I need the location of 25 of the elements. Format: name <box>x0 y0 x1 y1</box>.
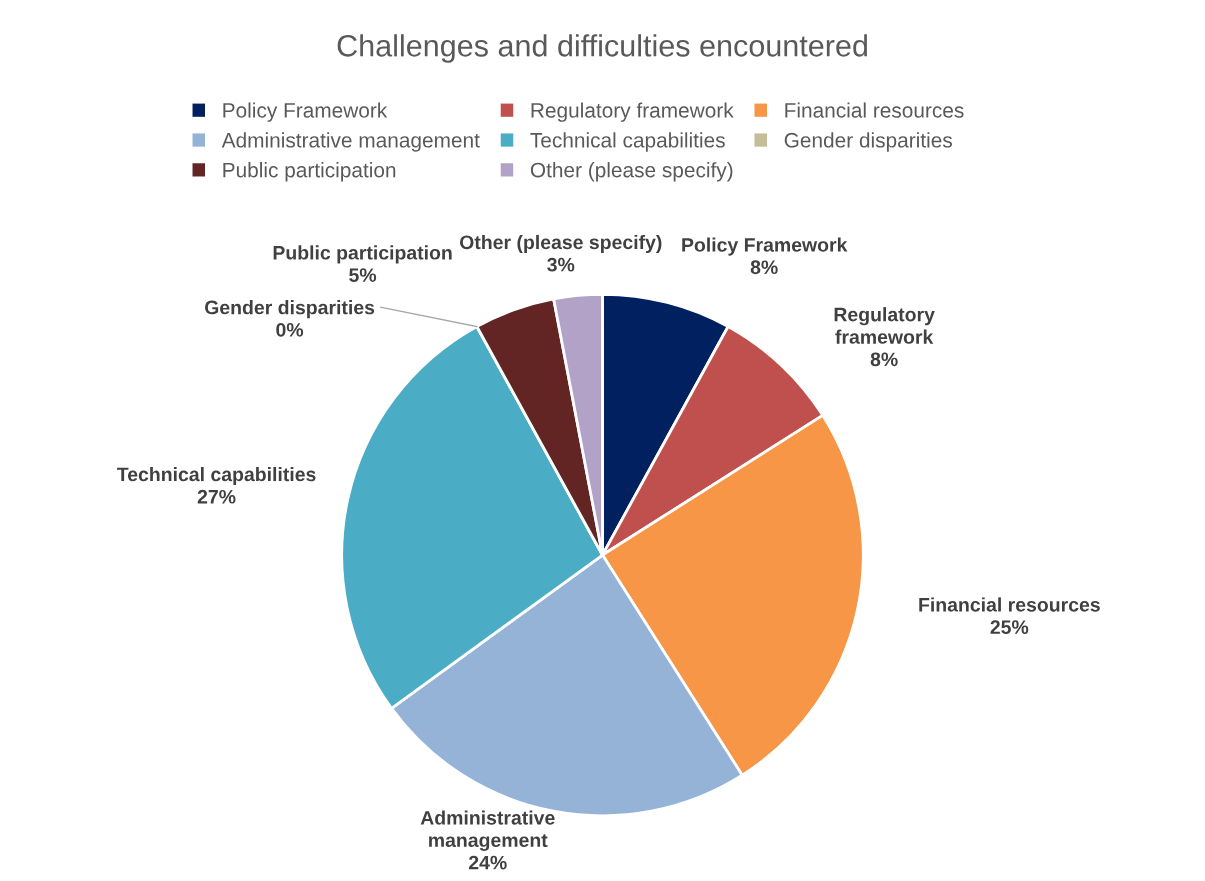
legend-label: Gender disparities <box>784 132 952 152</box>
slice-label: Policy Framework <box>682 237 848 256</box>
text: 0% <box>276 322 304 337</box>
slice-label: Financial resources <box>919 597 1100 612</box>
data-label: 8% <box>870 352 898 367</box>
slice-label: Technical capabilities <box>116 466 316 486</box>
legend-label: Public participation <box>223 162 396 182</box>
category-label: Gender disparities <box>205 300 375 319</box>
data-label: 24% <box>468 855 507 870</box>
data-label: 27% <box>197 489 236 504</box>
legend-label: Policy Framework <box>223 102 388 122</box>
data-label: 25% <box>990 620 1029 635</box>
legend-label: Technical capabilities <box>530 132 725 152</box>
slice-label: Administrative management <box>420 810 555 851</box>
legend-label: Financial resources <box>785 102 964 118</box>
slice-label: Other (please specify) <box>460 234 662 254</box>
legend-label: Other (please specify) <box>530 162 733 182</box>
legend-label: Regulatory framework <box>531 102 734 122</box>
chart-title: Challenges and difficulties encountered <box>337 34 867 63</box>
data-label: 8% <box>750 260 778 275</box>
legend-label: Administrative management <box>221 132 480 152</box>
data-label: 3% <box>547 257 575 272</box>
slice-label: Regulatory framework <box>834 307 935 344</box>
data-label: 5% <box>349 268 377 282</box>
slice-label: Public participation <box>273 245 452 264</box>
